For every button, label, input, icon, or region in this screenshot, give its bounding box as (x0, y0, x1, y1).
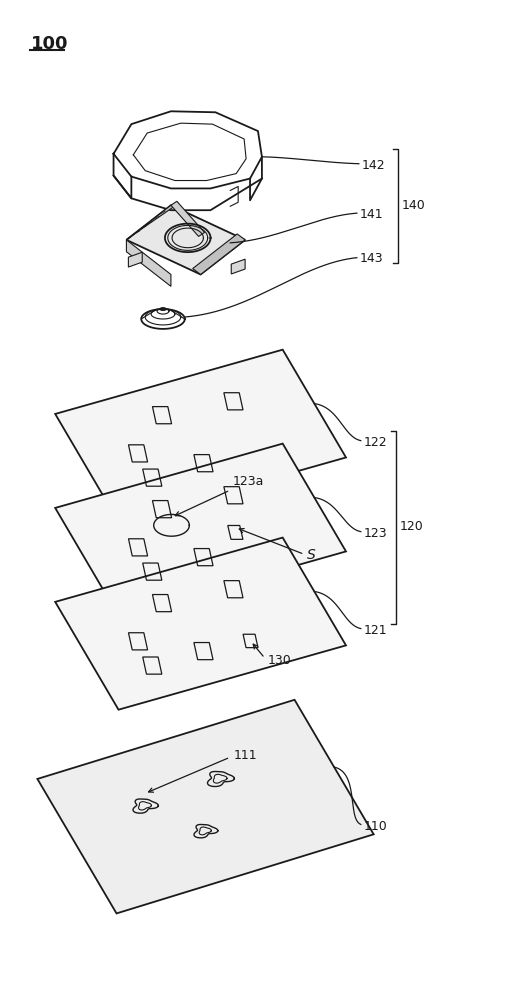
Polygon shape (231, 259, 245, 274)
Text: 110: 110 (364, 820, 387, 833)
Polygon shape (55, 350, 346, 522)
Text: 100: 100 (31, 35, 68, 53)
Polygon shape (171, 201, 205, 236)
Text: 130: 130 (268, 654, 292, 667)
Text: 121: 121 (364, 624, 387, 637)
Text: 143: 143 (360, 252, 383, 265)
Polygon shape (126, 205, 245, 274)
Text: 120: 120 (400, 520, 423, 533)
Text: 123a: 123a (232, 475, 264, 488)
Text: 141: 141 (360, 208, 383, 221)
Polygon shape (37, 700, 374, 913)
Text: 122: 122 (364, 436, 387, 449)
Polygon shape (55, 444, 346, 616)
Polygon shape (193, 234, 245, 274)
Text: 123: 123 (364, 527, 387, 540)
Polygon shape (126, 240, 171, 286)
Polygon shape (128, 252, 142, 267)
Text: 142: 142 (362, 159, 385, 172)
Text: S: S (307, 548, 316, 562)
Polygon shape (55, 538, 346, 710)
Polygon shape (126, 203, 179, 240)
Text: 111: 111 (233, 749, 257, 762)
Text: 140: 140 (402, 199, 425, 212)
